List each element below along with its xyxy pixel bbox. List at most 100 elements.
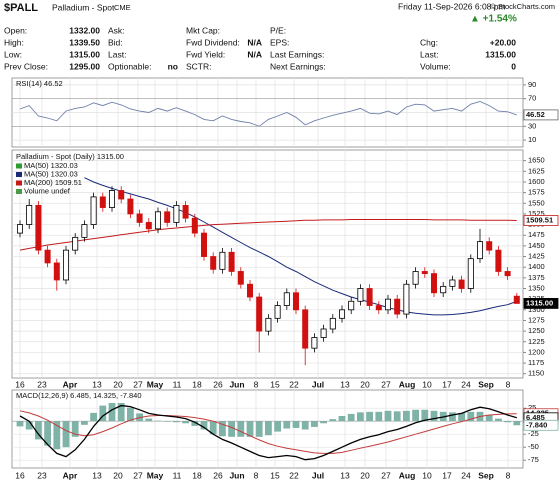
y-tick-label: 1150	[528, 369, 544, 378]
y-tick-label: 1225	[528, 337, 545, 346]
macd-line	[19, 404, 517, 461]
candle-body	[90, 196, 97, 225]
quote-label: Mkt Cap:	[186, 25, 220, 35]
candle-body	[191, 217, 198, 234]
candle-body	[219, 251, 226, 270]
histogram-bar	[467, 411, 475, 422]
value-box	[523, 215, 559, 226]
x-tick-label: 11	[173, 379, 182, 389]
quote-value: N/A	[247, 37, 262, 47]
histogram-bar	[16, 421, 24, 427]
quote-label: Next Earnings:	[270, 61, 326, 71]
candle-body	[237, 271, 244, 285]
x-tick-label: May	[147, 470, 164, 480]
legend-swatch	[16, 172, 22, 177]
quote-value: 1315.00	[485, 49, 516, 59]
quote-label: SCTR:	[186, 61, 212, 71]
x-tick-label: 24	[461, 470, 471, 480]
x-tick-label: 22	[289, 379, 299, 389]
candle-body	[495, 249, 502, 272]
x-tick-label: 18	[192, 470, 202, 480]
histogram-bar	[292, 421, 300, 428]
histogram-bar	[182, 421, 189, 424]
histogram-bar	[99, 405, 107, 422]
x-tick-label: 16	[15, 379, 25, 389]
histogram-bar	[485, 414, 493, 422]
y-tick-label: 1450	[528, 241, 545, 250]
y-tick-label: 10	[528, 135, 536, 144]
candle-body	[246, 283, 253, 298]
quote-label: Low:	[4, 49, 22, 59]
histogram-bar	[338, 416, 346, 422]
histogram-bar	[62, 421, 70, 448]
candle-body	[320, 328, 327, 338]
quote-label: Chg:	[420, 37, 438, 47]
histogram-bar	[403, 410, 410, 422]
y-tick-label: 1375	[528, 273, 545, 282]
histogram-bar	[145, 418, 153, 422]
x-tick-label: Apr	[63, 470, 78, 480]
histogram-bar	[200, 421, 208, 430]
histogram-bar	[366, 411, 373, 422]
candle-body	[486, 241, 493, 251]
histogram-bar	[173, 421, 180, 423]
candle-body	[265, 317, 272, 332]
quote-value: 1295.00	[69, 61, 100, 71]
candle-body	[16, 224, 23, 234]
x-tick-label: 22	[289, 470, 299, 480]
histogram-bar	[163, 421, 171, 422]
x-tick-label: 13	[92, 379, 102, 389]
y-tick-label: -75	[528, 455, 539, 464]
quote-value: N/A	[247, 49, 262, 59]
candle-body	[173, 205, 180, 223]
quote-label: Fwd Yield:	[186, 49, 225, 59]
quote-table: Open: 1332.00 Ask: Mkt Cap: P/E: High: 1339.50…	[4, 25, 516, 71]
histogram-bar	[430, 410, 438, 422]
signal-line	[19, 410, 517, 454]
quote-label: Last:	[420, 49, 438, 59]
x-tick-label: 20	[360, 470, 370, 480]
histogram-bar	[255, 421, 263, 437]
value-box	[523, 109, 559, 121]
histogram-bar	[81, 421, 88, 425]
x-tick-label: 10	[422, 379, 432, 389]
candle-body	[394, 298, 401, 315]
x-tick-label: 8	[506, 470, 511, 480]
histogram-bar	[53, 421, 61, 450]
histogram-bar	[35, 421, 42, 440]
candle-body	[81, 224, 88, 238]
x-tick-label: 17	[442, 470, 452, 480]
candle-body	[118, 190, 125, 200]
histogram-bar	[237, 421, 245, 437]
x-tick-label: 20	[113, 379, 123, 389]
candle-body	[63, 249, 70, 281]
y-tick-label: 1625	[528, 166, 545, 175]
candle-body	[449, 279, 456, 287]
instrument-name: Palladium - Spot	[52, 2, 115, 12]
y-tick-label: 30	[528, 121, 536, 130]
moving-average-line	[84, 177, 517, 316]
candle-body	[283, 292, 290, 306]
quote-label: Open:	[4, 25, 27, 35]
histogram-bar	[357, 412, 364, 422]
quote-label: EPS:	[270, 37, 289, 47]
y-tick-label: 1525	[528, 209, 545, 218]
histogram-bar	[311, 421, 318, 427]
candle-body	[375, 305, 382, 311]
candle-body	[430, 273, 437, 294]
credit: © StockCharts.com	[490, 2, 555, 11]
histogram-bar	[71, 421, 79, 437]
legend-swatch	[16, 163, 22, 169]
histogram-bar	[301, 421, 309, 430]
quote-label: High:	[4, 37, 24, 47]
candle-body	[440, 285, 447, 294]
x-tick-label: 20	[360, 379, 370, 389]
legend-label: MA(200) 1509.51	[24, 178, 82, 187]
moving-average-line	[19, 219, 517, 251]
candle-body	[403, 283, 410, 315]
value-box-label: -7.840	[526, 420, 547, 429]
quote-label: Optionable:	[108, 61, 151, 71]
x-tick-label: 20	[113, 470, 123, 480]
